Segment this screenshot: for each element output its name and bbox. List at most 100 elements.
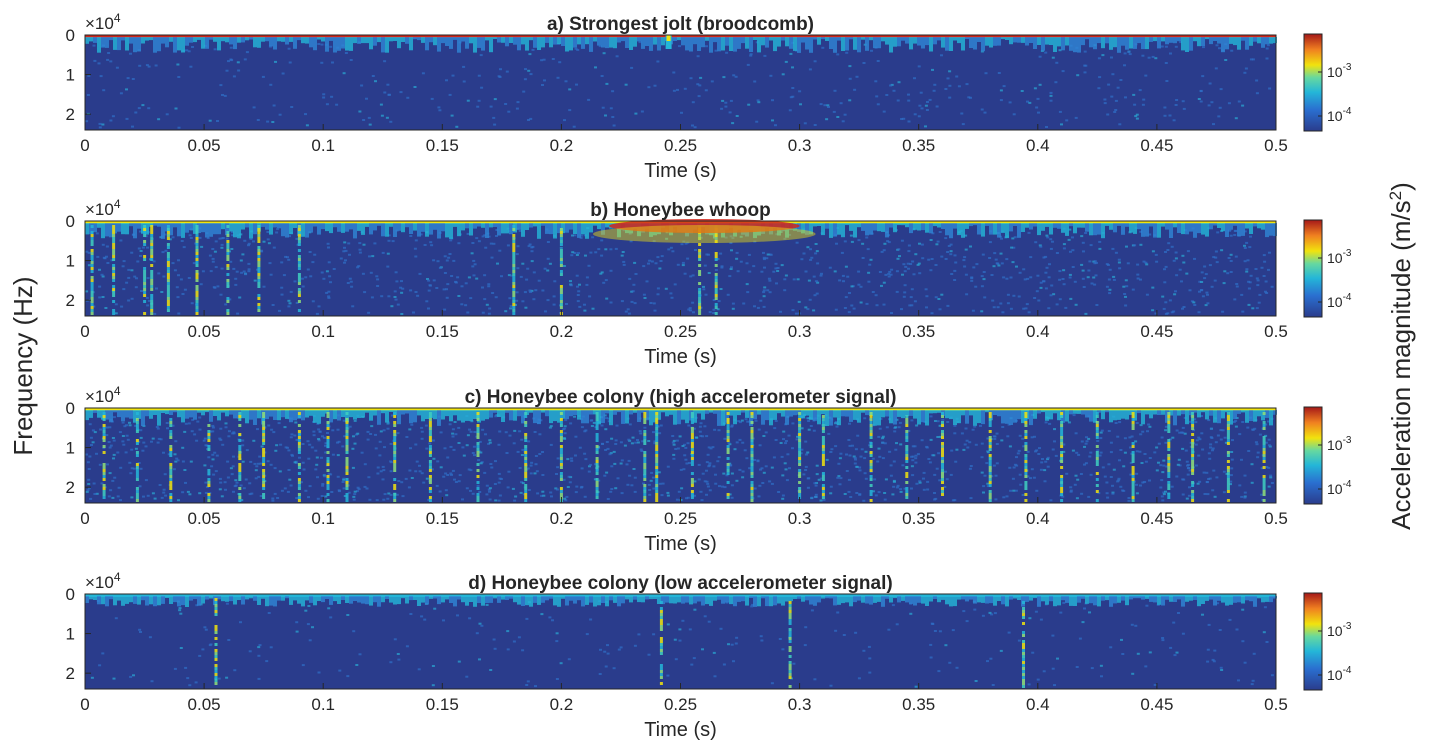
speckle-cell (124, 451, 128, 454)
speckle-cell (1103, 475, 1107, 478)
streak-cell (143, 294, 147, 297)
speckle-cell (979, 424, 982, 427)
x-tick-label: 0.35 (902, 322, 935, 341)
speckle-cell (994, 474, 998, 477)
speckle-cell (774, 124, 777, 127)
speckle-cell (529, 291, 533, 293)
streak-cell (512, 282, 516, 285)
speckle-cell (141, 104, 145, 107)
fringe-cell (205, 410, 209, 413)
fringe-cell (89, 410, 93, 418)
speckle-cell (784, 442, 787, 445)
streak-cell (195, 291, 199, 294)
fringe-cell (1017, 37, 1021, 43)
fringe-cell (369, 410, 373, 421)
speckle-cell (396, 303, 400, 306)
speckle-cell (138, 64, 142, 67)
streak-cell (559, 448, 563, 451)
streak-cell (1024, 481, 1028, 484)
fringe-cell (1269, 37, 1273, 44)
streak-cell (690, 451, 694, 454)
fringe-cell (933, 37, 937, 45)
speckle-cell (860, 448, 864, 451)
streak-cell (1060, 460, 1064, 463)
speckle-cell (449, 472, 453, 475)
colorbar-tick-base: 10 (1327, 294, 1343, 310)
speckle-cell (360, 451, 364, 454)
speckle-cell (123, 425, 127, 428)
streak-cell (1095, 436, 1099, 439)
fringe-cell (329, 410, 333, 423)
speckle-cell (573, 252, 577, 254)
streak-cell (655, 463, 659, 466)
speckle-cell (308, 485, 312, 488)
speckle-cell (494, 415, 498, 418)
speckle-cell (214, 470, 218, 473)
streak-cell (297, 484, 301, 487)
streak-cell (1060, 439, 1064, 442)
streak-cell (726, 439, 730, 442)
speckle-cell (1096, 440, 1100, 442)
speckle-cell (448, 253, 452, 255)
fringe-cell (1169, 223, 1173, 238)
speckle-cell (213, 451, 217, 454)
speckle-cell (1178, 431, 1182, 434)
speckle-cell (1013, 463, 1017, 466)
speckle-cell (642, 293, 646, 296)
fringe-cell (385, 410, 389, 423)
speckle-cell (1207, 419, 1211, 422)
streak-cell (869, 493, 873, 496)
speckle-cell (731, 302, 735, 305)
streak-cell (643, 463, 647, 466)
speckle-cell (1265, 47, 1269, 50)
speckle-cell (728, 275, 732, 278)
fringe-cell (933, 223, 937, 227)
fringe-cell (1217, 223, 1221, 228)
streak-cell (326, 487, 330, 490)
speckle-cell (1002, 496, 1006, 499)
speckle-cell (469, 489, 472, 492)
speckle-cell (1139, 230, 1143, 233)
fringe-cell (1065, 410, 1069, 422)
fringe-cell (1133, 410, 1137, 421)
speckle-cell (779, 310, 782, 313)
streak-cell (166, 309, 170, 312)
streak-cell (262, 496, 266, 499)
streak-cell (869, 469, 873, 472)
streak-cell (559, 228, 563, 231)
streak-cell (135, 469, 139, 472)
speckle-cell (967, 96, 971, 99)
streak-cell (226, 285, 230, 288)
speckle-cell (163, 473, 167, 476)
speckle-cell (1206, 493, 1210, 496)
fringe-cell (253, 410, 257, 425)
speckle-cell (935, 243, 939, 246)
speckle-cell (955, 448, 959, 451)
speckle-cell (853, 456, 857, 459)
fringe-cell (729, 37, 733, 51)
fringe-cell (301, 410, 305, 421)
streak-cell (798, 445, 802, 448)
speckle-cell (307, 496, 310, 499)
fringe-cell (1261, 223, 1265, 230)
broadband-streak (226, 225, 230, 315)
speckle-cell (132, 467, 136, 470)
speckle-cell (995, 262, 999, 265)
streak-cell (226, 249, 230, 252)
streak-cell (90, 261, 94, 264)
streak-cell (1060, 475, 1064, 478)
speckle-cell (1099, 451, 1103, 454)
speckle-cell (1108, 288, 1112, 291)
streak-cell (726, 418, 730, 421)
speckle-cell (477, 459, 481, 462)
speckle-cell (133, 275, 137, 278)
streak-cell (905, 445, 909, 448)
speckle-cell (327, 261, 331, 264)
broadband-streak (559, 228, 563, 315)
speckle-cell (450, 473, 453, 476)
streak-cell (1024, 442, 1028, 445)
speckle-cell (757, 101, 761, 104)
fringe-cell (361, 37, 365, 44)
fringe-cell (157, 223, 161, 227)
fringe-cell (977, 410, 981, 424)
